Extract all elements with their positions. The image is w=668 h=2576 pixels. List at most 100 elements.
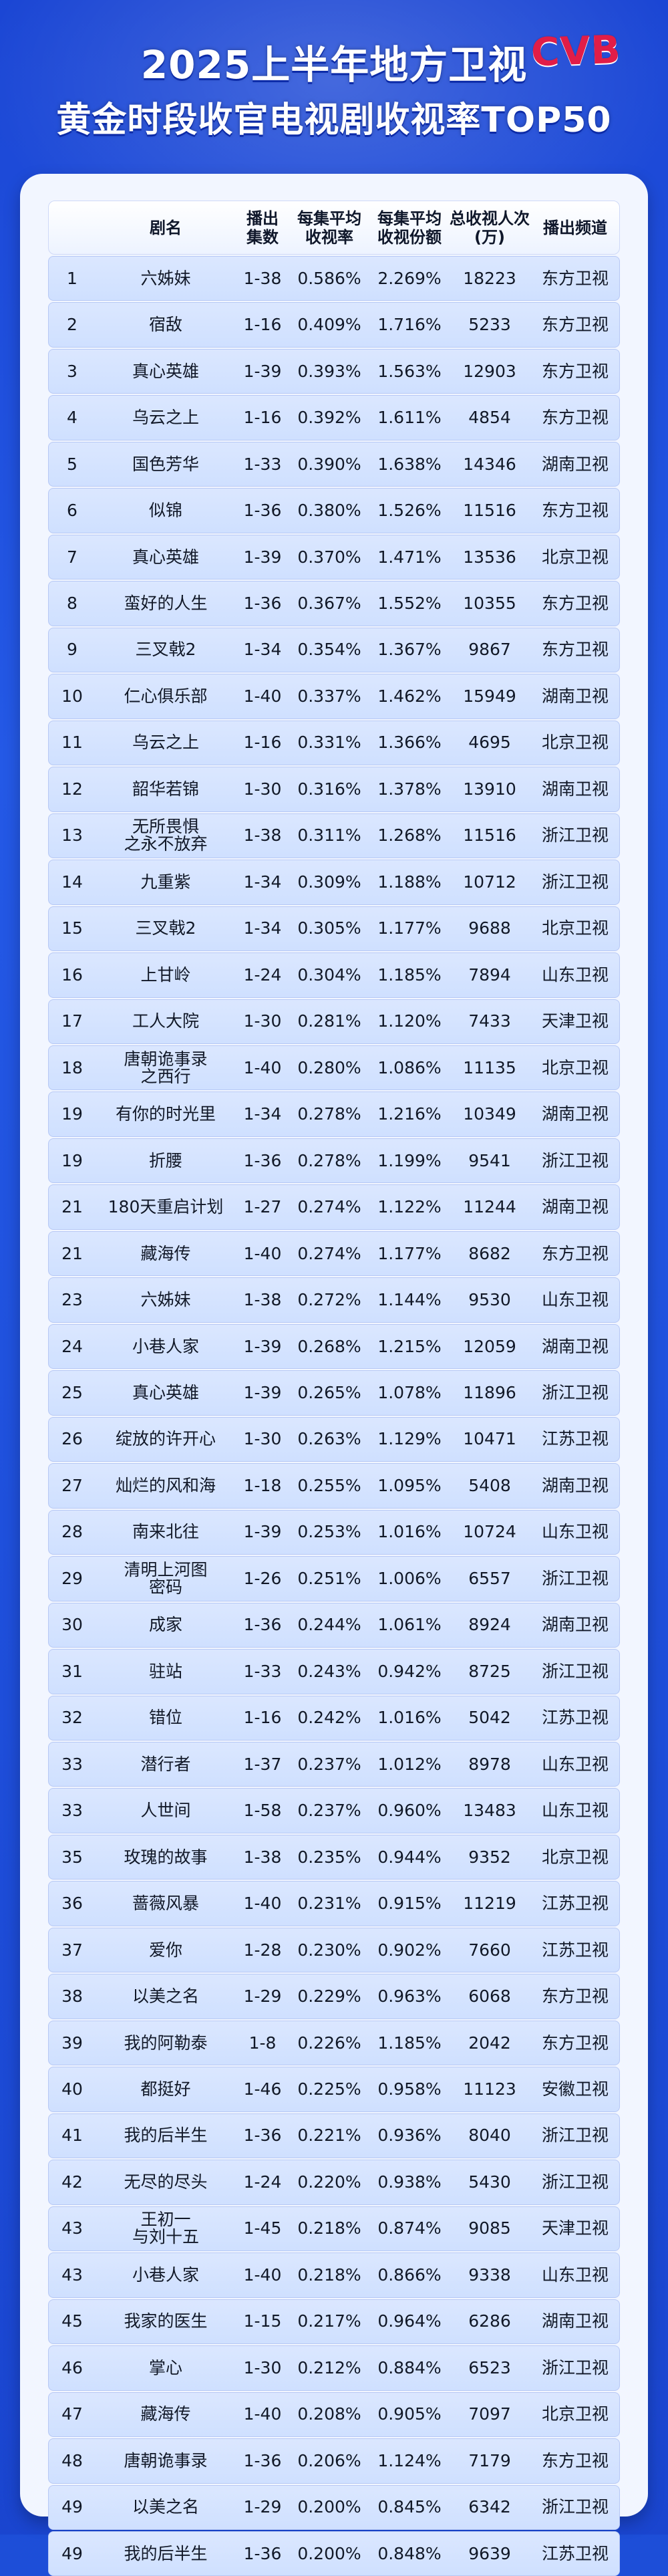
table-row: 8 蛮好的人生 1-36 0.367% 1.552% 10355 东方卫视 (48, 581, 620, 626)
channel-cell: 北京卫视 (541, 1847, 609, 1867)
avg-rating-cell: 0.392% (297, 408, 361, 428)
episodes-cell: 1-16 (243, 315, 282, 335)
title-cell: 南来北往 (132, 1522, 199, 1542)
table-row: 38 以美之名 1-29 0.229% 0.963% 6068 东方卫视 (48, 1974, 620, 2019)
avg-share-cell: 1.716% (377, 315, 442, 335)
table-row: 37 爱你 1-28 0.230% 0.902% 7660 江苏卫视 (48, 1927, 620, 1973)
table-row: 2 宿敌 1-16 0.409% 1.716% 5233 东方卫视 (48, 302, 620, 348)
avg-rating-cell: 0.237% (297, 1754, 361, 1774)
rank-cell: 6 (67, 501, 77, 521)
rank-cell: 19 (61, 1150, 83, 1170)
ranking-panel: 剧名 播出 集数 每集平均 收视率 每集平均 收视份额 总收视人次 (万) 播出… (20, 174, 648, 2576)
avg-rating-cell: 0.309% (297, 872, 361, 892)
avg-rating-cell: 0.200% (297, 2543, 361, 2563)
table-row: 13 无所畏惧 之永不放弃 1-38 0.311% 1.268% 11516 浙江卫视 (48, 813, 620, 859)
title-cell: 国色芳华 (132, 454, 199, 474)
rank-cell: 16 (61, 964, 83, 985)
total-viewers-cell: 10471 (463, 1429, 516, 1449)
rank-cell: 31 (61, 1661, 83, 1681)
avg-rating-cell: 0.217% (297, 2311, 361, 2331)
table-row: 10 仁心俱乐部 1-40 0.337% 1.462% 15949 湖南卫视 (48, 674, 620, 719)
table-row: 4 乌云之上 1-16 0.392% 1.611% 4854 东方卫视 (48, 395, 620, 440)
table-row: 5 国色芳华 1-33 0.390% 1.638% 14346 湖南卫视 (48, 441, 620, 487)
rank-cell: 49 (61, 2543, 83, 2563)
rank-cell: 38 (61, 1986, 83, 2007)
episodes-cell: 1-16 (243, 1708, 282, 1728)
avg-share-cell: 1.367% (377, 640, 442, 660)
episodes-cell: 1-40 (243, 1057, 282, 1077)
episodes-cell: 1-34 (243, 872, 282, 892)
total-viewers-cell: 13910 (463, 779, 516, 799)
table-row: 19 有你的时光里 1-34 0.278% 1.216% 10349 湖南卫视 (48, 1091, 620, 1137)
episodes-cell: 1-29 (243, 2497, 282, 2517)
channel-cell: 湖南卫视 (541, 2311, 609, 2331)
header: 2025上半年地方卫视 黄金时段收官电视剧收视率TOP50 CVB (0, 0, 668, 147)
episodes-cell: 1-34 (243, 1104, 282, 1124)
avg-share-cell: 0.884% (377, 2357, 442, 2377)
rank-cell: 12 (61, 779, 83, 799)
table-row: 26 绽放的许开心 1-30 0.263% 1.129% 10471 江苏卫视 (48, 1416, 620, 1462)
avg-share-cell: 1.366% (377, 733, 442, 753)
rank-cell: 14 (61, 872, 83, 892)
rank-cell: 45 (61, 2311, 83, 2331)
table-row: 25 真心英雄 1-39 0.265% 1.078% 11896 浙江卫视 (48, 1370, 620, 1416)
rank-cell: 5 (67, 454, 77, 474)
rank-cell: 13 (61, 825, 83, 846)
table-row: 11 乌云之上 1-16 0.331% 1.366% 4695 北京卫视 (48, 720, 620, 766)
rank-cell: 2 (67, 315, 77, 335)
table-row: 12 韶华若锦 1-30 0.316% 1.378% 13910 湖南卫视 (48, 767, 620, 812)
title-cell: 乌云之上 (132, 733, 199, 753)
channel-cell: 浙江卫视 (541, 872, 609, 892)
channel-cell: 东方卫视 (541, 2033, 609, 2053)
total-viewers-cell: 6068 (468, 1986, 511, 2007)
avg-share-cell: 1.061% (377, 1615, 442, 1635)
total-viewers-cell: 11123 (463, 2079, 516, 2099)
title-cell: 工人大院 (132, 1011, 199, 1031)
episodes-cell: 1-36 (243, 2450, 282, 2470)
total-viewers-cell: 7097 (468, 2404, 511, 2424)
channel-cell: 浙江卫视 (541, 2357, 609, 2377)
avg-share-cell: 0.964% (377, 2311, 442, 2331)
total-viewers-cell: 10712 (463, 872, 516, 892)
channel-cell: 山东卫视 (541, 964, 609, 985)
total-viewers-cell: 9530 (468, 1290, 511, 1310)
title-line-2: 黄金时段收官电视剧收视率TOP50 (56, 100, 612, 140)
table-row: 29 清明上河图 密码 1-26 0.251% 1.006% 6557 浙江卫视 (48, 1556, 620, 1601)
rank-cell: 49 (61, 2497, 83, 2517)
total-viewers-cell: 11516 (463, 825, 516, 846)
rank-cell: 28 (61, 1522, 83, 1542)
channel-cell: 浙江卫视 (541, 1661, 609, 1681)
episodes-cell: 1-40 (243, 2265, 282, 2285)
episodes-cell: 1-24 (243, 964, 282, 985)
rank-cell: 42 (61, 2172, 83, 2192)
table-row: 33 人世间 1-58 0.237% 0.960% 13483 山东卫视 (48, 1788, 620, 1833)
total-viewers-cell: 6523 (468, 2357, 511, 2377)
rank-cell: 35 (61, 1847, 83, 1867)
total-viewers-cell: 12903 (463, 361, 516, 381)
episodes-cell: 1-16 (243, 408, 282, 428)
title-cell: 六姊妹 (140, 1290, 191, 1310)
table-row: 40 都挺好 1-46 0.225% 0.958% 11123 安徽卫视 (48, 2067, 620, 2112)
title-cell: 我的后半生 (124, 2543, 208, 2563)
rank-cell: 17 (61, 1011, 83, 1031)
avg-rating-cell: 0.274% (297, 1243, 361, 1263)
title-cell: 驻站 (148, 1661, 182, 1681)
avg-share-cell: 0.866% (377, 2265, 442, 2285)
total-viewers-cell: 8040 (468, 2126, 511, 2146)
rank-cell: 26 (61, 1429, 83, 1449)
total-viewers-cell: 15949 (463, 686, 516, 706)
avg-rating-cell: 0.370% (297, 547, 361, 567)
rank-cell: 47 (61, 2404, 83, 2424)
total-viewers-cell: 10355 (463, 594, 516, 614)
title-cell: 蛮好的人生 (124, 594, 208, 614)
header-avg-rating: 每集平均 收视率 (297, 209, 361, 247)
total-viewers-cell: 8924 (468, 1615, 511, 1635)
table-row: 43 王初一 与刘十五 1-45 0.218% 0.874% 9085 天津卫视 (48, 2206, 620, 2252)
avg-share-cell: 1.078% (377, 1382, 442, 1402)
title-cell: 小巷人家 (132, 1336, 199, 1356)
channel-cell: 东方卫视 (541, 594, 609, 614)
total-viewers-cell: 13536 (463, 547, 516, 567)
channel-cell: 浙江卫视 (541, 2126, 609, 2146)
channel-cell: 东方卫视 (541, 1243, 609, 1263)
avg-share-cell: 0.942% (377, 1661, 442, 1681)
